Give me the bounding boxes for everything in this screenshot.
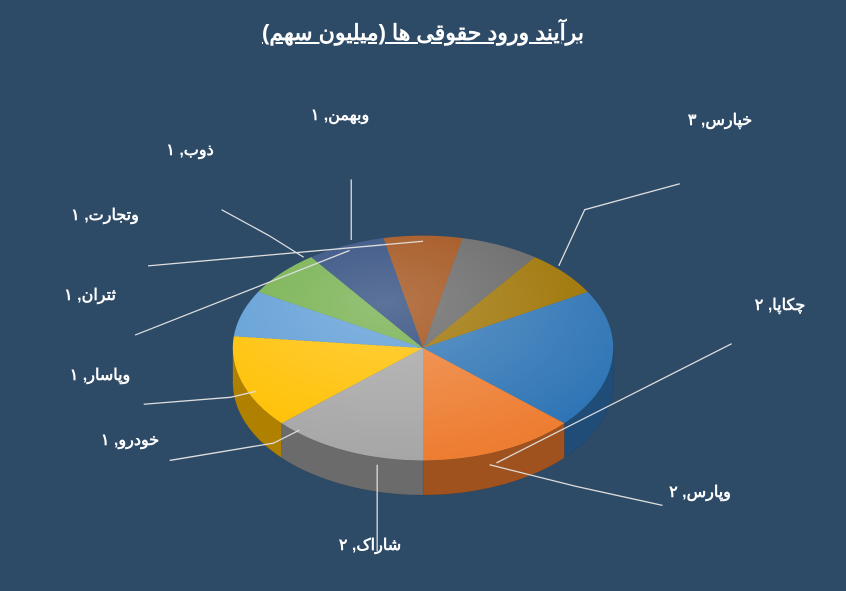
slice-label: وبهمن, ۱ xyxy=(311,105,369,125)
slice-label: وپارس, ۲ xyxy=(669,482,731,502)
slice-label: وپاسار, ۱ xyxy=(70,365,131,385)
chart-title: برآیند ورود حقوقی ها (میلیون سهم) xyxy=(0,20,846,46)
slice-label: ثتران, ۱ xyxy=(64,285,116,305)
leader-line xyxy=(222,210,304,258)
slice-label: وتجارت, ۱ xyxy=(71,205,139,225)
slice-label: خپارس, ۳ xyxy=(688,110,752,130)
slice-label: ذوب, ۱ xyxy=(166,140,213,160)
slice-label: خودرو, ۱ xyxy=(101,430,159,450)
pie-chart xyxy=(0,80,846,591)
slice-label: شاراک, ۲ xyxy=(339,535,401,555)
leader-line xyxy=(490,465,663,506)
leader-line xyxy=(559,184,680,266)
slice-label: چکاپا, ۲ xyxy=(755,295,805,315)
